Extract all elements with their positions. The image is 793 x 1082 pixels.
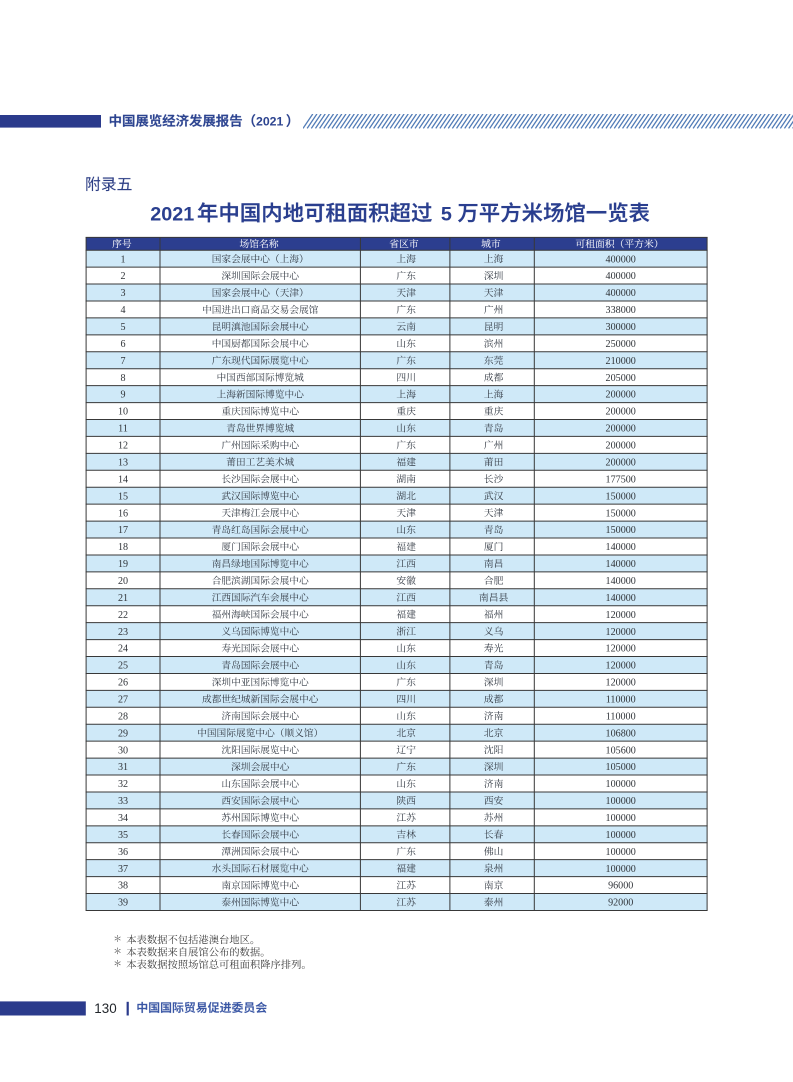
svg-text:105000: 105000	[606, 762, 636, 773]
svg-text:34: 34	[118, 813, 128, 824]
svg-text:7: 7	[121, 356, 126, 367]
svg-text:19: 19	[118, 559, 128, 570]
svg-text:120000: 120000	[606, 610, 636, 621]
svg-text:33: 33	[118, 796, 128, 807]
svg-text:28: 28	[118, 711, 128, 722]
svg-text:140000: 140000	[606, 559, 636, 570]
svg-text:110000: 110000	[606, 711, 636, 722]
svg-text:150000: 150000	[606, 508, 636, 519]
svg-text:300000: 300000	[606, 322, 636, 333]
svg-text:200000: 200000	[606, 407, 636, 418]
svg-text:130: 130	[94, 1001, 116, 1016]
svg-text:20: 20	[118, 576, 128, 587]
svg-text:2021: 2021	[150, 204, 194, 226]
svg-text:8: 8	[121, 373, 126, 384]
svg-text:120000: 120000	[606, 644, 636, 655]
svg-text:338000: 338000	[606, 305, 636, 316]
svg-text:25: 25	[118, 661, 128, 672]
svg-text:120000: 120000	[606, 627, 636, 638]
svg-text:100000: 100000	[606, 779, 636, 790]
svg-text:17: 17	[118, 525, 128, 536]
svg-text:105600: 105600	[606, 745, 636, 756]
svg-text:15: 15	[118, 491, 128, 502]
svg-text:100000: 100000	[606, 830, 636, 841]
svg-text:150000: 150000	[606, 491, 636, 502]
svg-text:38: 38	[118, 881, 128, 892]
svg-text:11: 11	[118, 424, 128, 435]
svg-text:4: 4	[121, 305, 126, 316]
svg-text:400000: 400000	[606, 271, 636, 282]
svg-text:6: 6	[121, 339, 126, 350]
svg-text:110000: 110000	[606, 694, 636, 705]
svg-text:120000: 120000	[606, 678, 636, 689]
svg-text:106800: 106800	[606, 728, 636, 739]
svg-text:29: 29	[118, 728, 128, 739]
svg-text:250000: 250000	[606, 339, 636, 350]
svg-text:140000: 140000	[606, 542, 636, 553]
svg-text:140000: 140000	[606, 576, 636, 587]
svg-text:200000: 200000	[606, 457, 636, 468]
svg-text:26: 26	[118, 678, 128, 689]
svg-text:177500: 177500	[606, 474, 636, 485]
svg-text:150000: 150000	[606, 525, 636, 536]
svg-text:18: 18	[118, 542, 128, 553]
svg-text:10: 10	[118, 407, 128, 418]
svg-text:24: 24	[118, 644, 128, 655]
svg-text:200000: 200000	[606, 424, 636, 435]
svg-text:31: 31	[118, 762, 128, 773]
svg-text:2: 2	[121, 271, 126, 282]
svg-text:200000: 200000	[606, 390, 636, 401]
svg-text:32: 32	[118, 779, 128, 790]
svg-text:27: 27	[118, 694, 128, 705]
svg-text:22: 22	[118, 610, 128, 621]
svg-text:1: 1	[121, 254, 126, 265]
svg-text:30: 30	[118, 745, 128, 756]
svg-text:21: 21	[118, 593, 128, 604]
svg-text:5: 5	[441, 204, 452, 226]
svg-text:9: 9	[121, 390, 126, 401]
svg-text:35: 35	[118, 830, 128, 841]
svg-text:210000: 210000	[606, 356, 636, 367]
svg-text:100000: 100000	[606, 813, 636, 824]
svg-text:96000: 96000	[608, 881, 633, 892]
svg-text:140000: 140000	[606, 593, 636, 604]
svg-text:92000: 92000	[608, 898, 633, 909]
svg-text:12: 12	[118, 441, 128, 452]
svg-text:39: 39	[118, 898, 128, 909]
svg-text:400000: 400000	[606, 254, 636, 265]
svg-text:14: 14	[118, 474, 128, 485]
svg-text:120000: 120000	[606, 661, 636, 672]
svg-text:16: 16	[118, 508, 128, 519]
svg-text:36: 36	[118, 847, 128, 858]
svg-text:205000: 205000	[606, 373, 636, 384]
svg-text:100000: 100000	[606, 864, 636, 875]
svg-text:23: 23	[118, 627, 128, 638]
svg-text:3: 3	[121, 288, 126, 299]
svg-text:100000: 100000	[606, 847, 636, 858]
svg-text:37: 37	[118, 864, 128, 875]
svg-text:2021: 2021	[256, 115, 284, 129]
svg-text:200000: 200000	[606, 441, 636, 452]
svg-text:13: 13	[118, 457, 128, 468]
svg-text:5: 5	[121, 322, 126, 333]
svg-text:400000: 400000	[606, 288, 636, 299]
svg-text:100000: 100000	[606, 796, 636, 807]
